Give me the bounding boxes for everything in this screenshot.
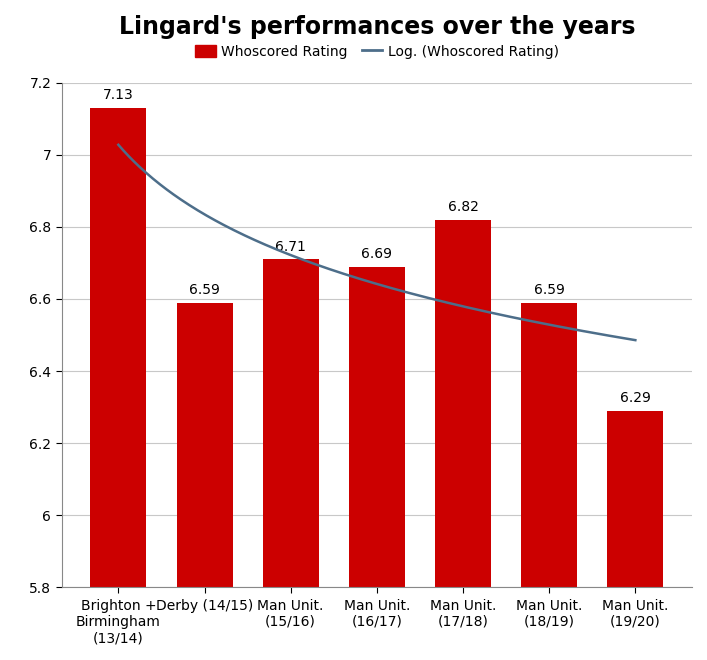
- Bar: [521, 302, 577, 660]
- Bar: [177, 302, 233, 660]
- Bar: [349, 267, 405, 660]
- Text: 6.71: 6.71: [275, 240, 306, 254]
- Text: 6.59: 6.59: [534, 283, 565, 297]
- Text: 6.29: 6.29: [620, 391, 650, 405]
- Bar: [607, 411, 663, 660]
- Bar: [90, 108, 146, 660]
- Text: 6.69: 6.69: [361, 247, 392, 261]
- Legend: Whoscored Rating, Log. (Whoscored Rating): Whoscored Rating, Log. (Whoscored Rating…: [189, 39, 564, 64]
- Text: 6.59: 6.59: [189, 283, 220, 297]
- Text: 6.82: 6.82: [448, 200, 479, 214]
- Text: 7.13: 7.13: [103, 88, 134, 102]
- Bar: [435, 220, 491, 660]
- Bar: [263, 259, 319, 660]
- Title: Lingard's performances over the years: Lingard's performances over the years: [119, 15, 635, 39]
